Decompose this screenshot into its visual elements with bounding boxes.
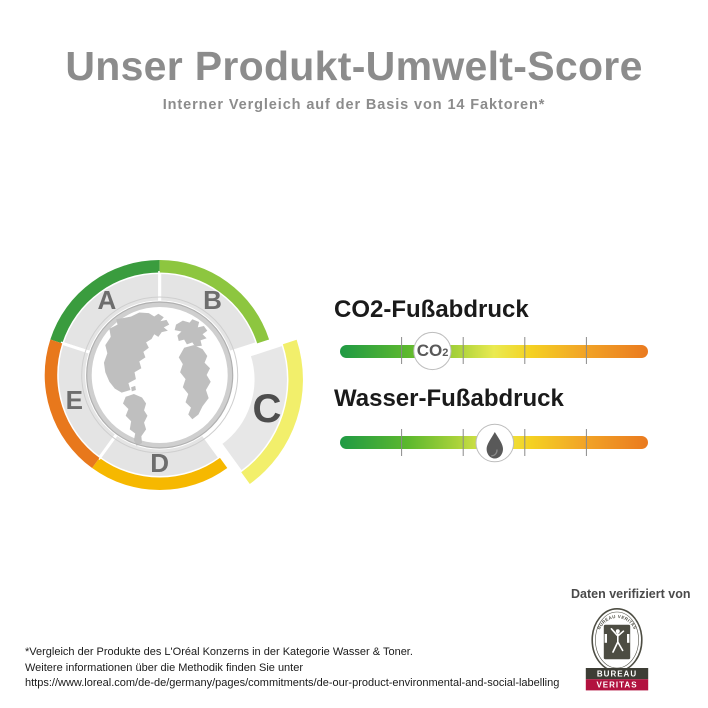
svg-text:BUREAU: BUREAU <box>597 669 637 678</box>
svg-text:VERITAS: VERITAS <box>596 681 637 690</box>
